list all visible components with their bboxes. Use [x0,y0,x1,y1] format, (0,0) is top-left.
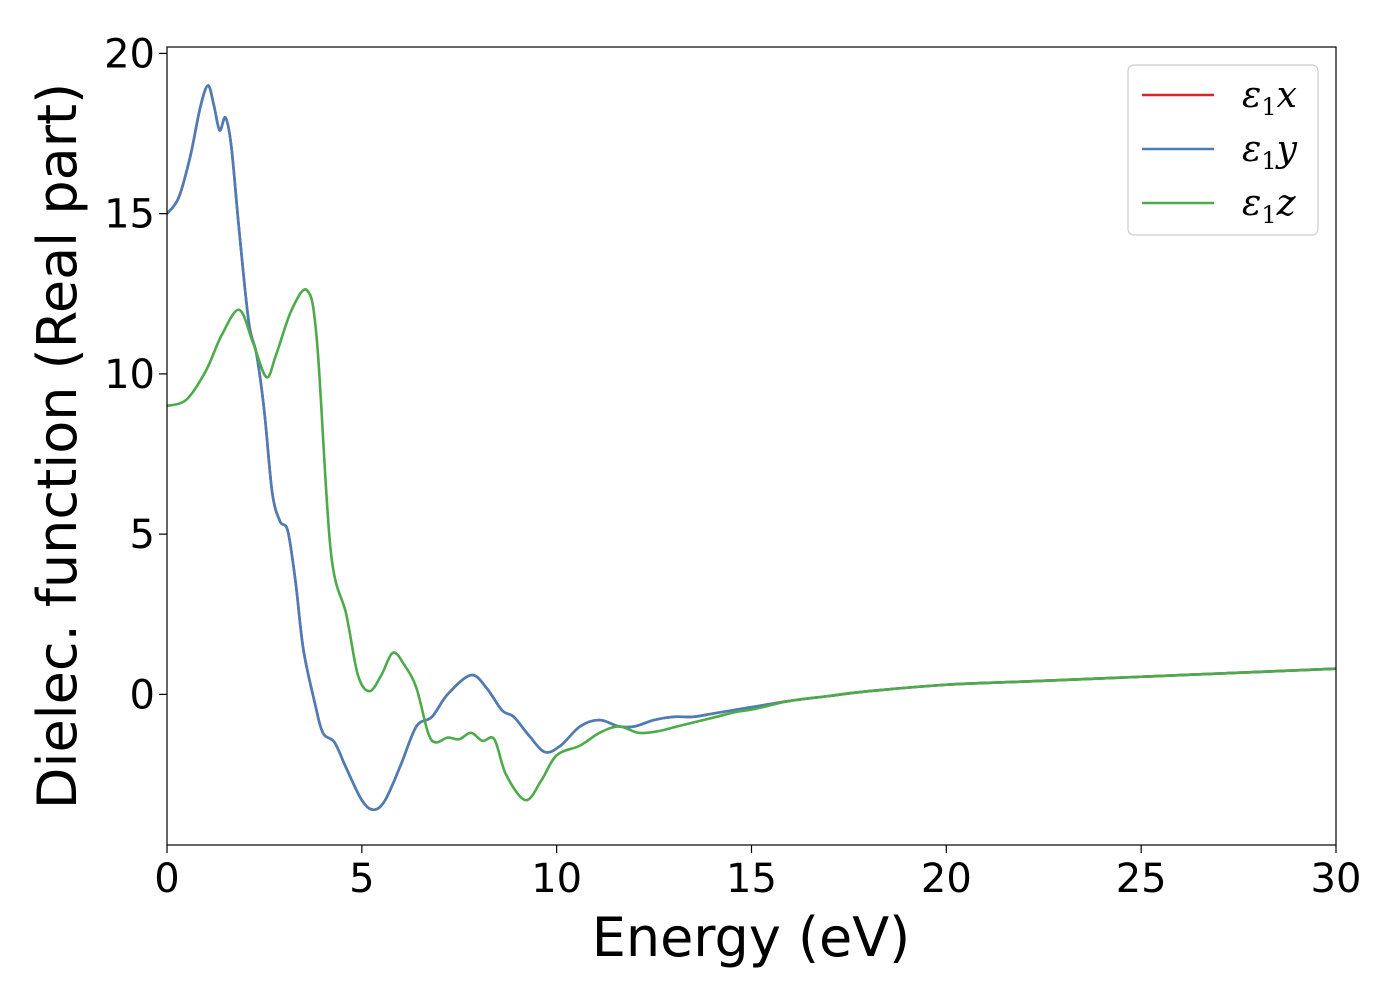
series-line-z [167,288,1336,802]
y-tick-label: 5 [130,512,155,558]
x-tick-label: 20 [921,856,972,902]
legend-label-z: ε1z [1242,183,1297,229]
series-layer [167,84,1336,812]
legend: ε1x ε1y ε1z [1127,64,1319,236]
legend-label-x: ε1x [1242,75,1297,121]
series-line-y [167,84,1336,812]
x-tick-label: 15 [726,856,777,902]
y-tick-label: 10 [104,352,155,398]
x-axis-label: Energy (eV) [592,906,911,969]
y-tick-label: 15 [104,192,155,238]
y-tick-label: 20 [104,31,155,77]
x-tick-label: 5 [349,856,374,902]
legend-box [1127,64,1319,236]
x-tick-label: 30 [1311,856,1362,902]
legend-label-y: ε1y [1242,129,1298,175]
ticks-layer: 0 5 10 15 20 25 30 0 5 10 15 20 [104,31,1361,902]
y-tick-label: 0 [130,672,155,718]
x-tick-label: 25 [1116,856,1167,902]
x-tick-label: 10 [531,856,582,902]
x-tick-label: 0 [154,856,179,902]
y-axis-label: Dielec. function (Real part) [26,83,89,809]
